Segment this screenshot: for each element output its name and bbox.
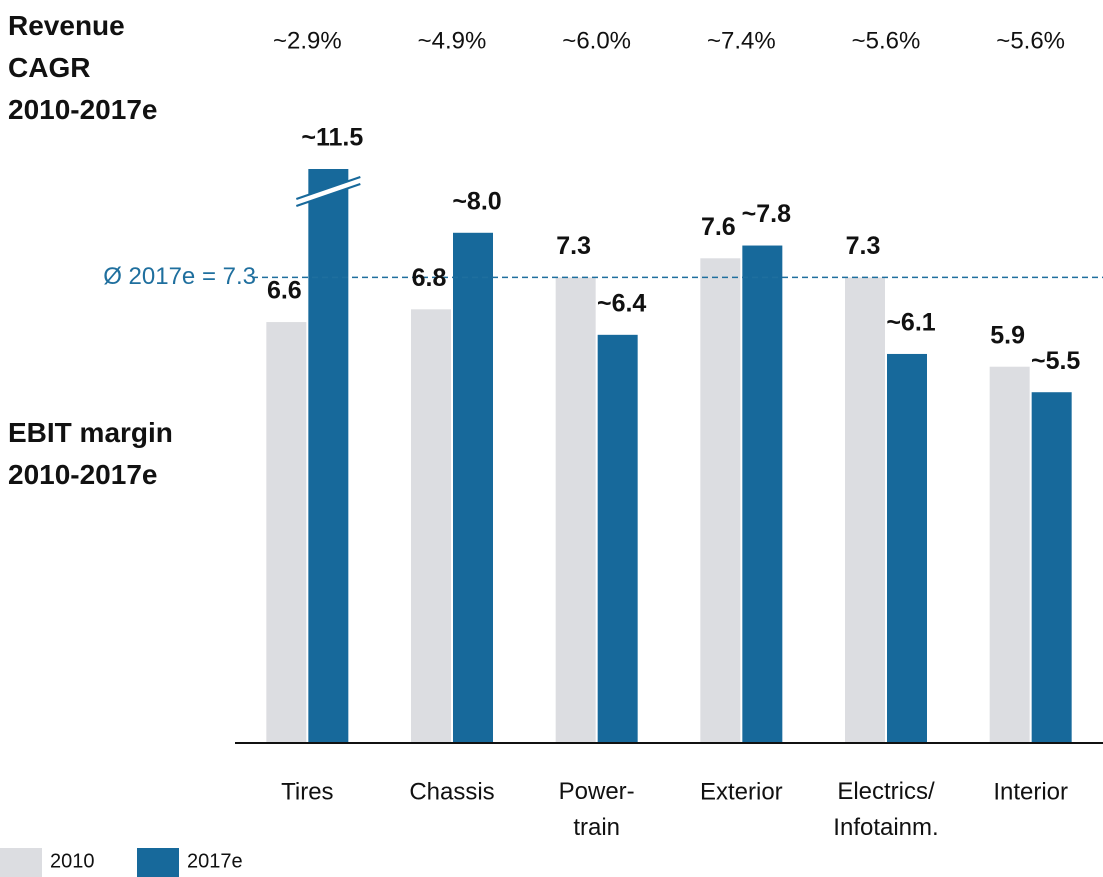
reference-label: Ø 2017e = 7.3 xyxy=(103,263,256,290)
x-tick-label: Interior xyxy=(993,778,1068,805)
legend-swatch xyxy=(0,848,42,877)
value-label: 7.3 xyxy=(846,232,881,260)
axis-break-line xyxy=(296,183,361,207)
x-tick-label: Chassis xyxy=(409,778,494,805)
value-label: ~6.4 xyxy=(597,289,646,317)
value-label: 7.6 xyxy=(701,213,736,241)
bar xyxy=(308,169,349,744)
ebit-label: EBIT margin 2010-2017e xyxy=(8,417,173,490)
value-label: 6.6 xyxy=(267,277,302,305)
value-label: 6.8 xyxy=(412,264,447,292)
bar xyxy=(411,309,451,743)
cagr-value: ~7.4% xyxy=(707,27,776,54)
x-tick-label: Exterior xyxy=(700,778,783,805)
legend-label: 2017e xyxy=(187,850,243,872)
bar xyxy=(845,277,885,743)
bar xyxy=(1031,392,1072,743)
legend-label: 2010 xyxy=(50,850,95,872)
bar xyxy=(555,277,596,743)
cagr-value: ~2.9% xyxy=(273,27,342,54)
value-label: 5.9 xyxy=(990,321,1025,349)
cagr-label: Revenue CAGR 2010-2017e xyxy=(8,10,157,125)
bar xyxy=(266,322,307,743)
value-label: ~5.5 xyxy=(1031,347,1080,375)
cagr-value: ~5.6% xyxy=(996,27,1065,54)
cagr-value: ~5.6% xyxy=(852,27,921,54)
axis-break-line xyxy=(296,176,361,200)
value-label: ~6.1 xyxy=(886,309,935,337)
bar xyxy=(742,245,783,744)
x-tick-label: Tires xyxy=(281,778,333,805)
cagr-value: ~6.0% xyxy=(562,27,631,54)
plot-area xyxy=(266,169,1072,744)
value-label: 7.3 xyxy=(556,232,591,260)
bar xyxy=(597,334,638,743)
x-tick-label: Power-train xyxy=(559,778,635,841)
legend-swatch xyxy=(137,848,179,877)
bar xyxy=(700,258,741,743)
value-label: ~7.8 xyxy=(742,200,791,228)
bar xyxy=(989,366,1030,743)
value-label: ~8.0 xyxy=(452,187,501,215)
cagr-value: ~4.9% xyxy=(418,27,487,54)
axis-break xyxy=(296,177,361,206)
bar xyxy=(887,353,927,743)
x-tick-label: Electrics/Infotainm. xyxy=(833,778,938,841)
value-label: ~11.5 xyxy=(301,124,363,152)
bar xyxy=(453,232,493,743)
